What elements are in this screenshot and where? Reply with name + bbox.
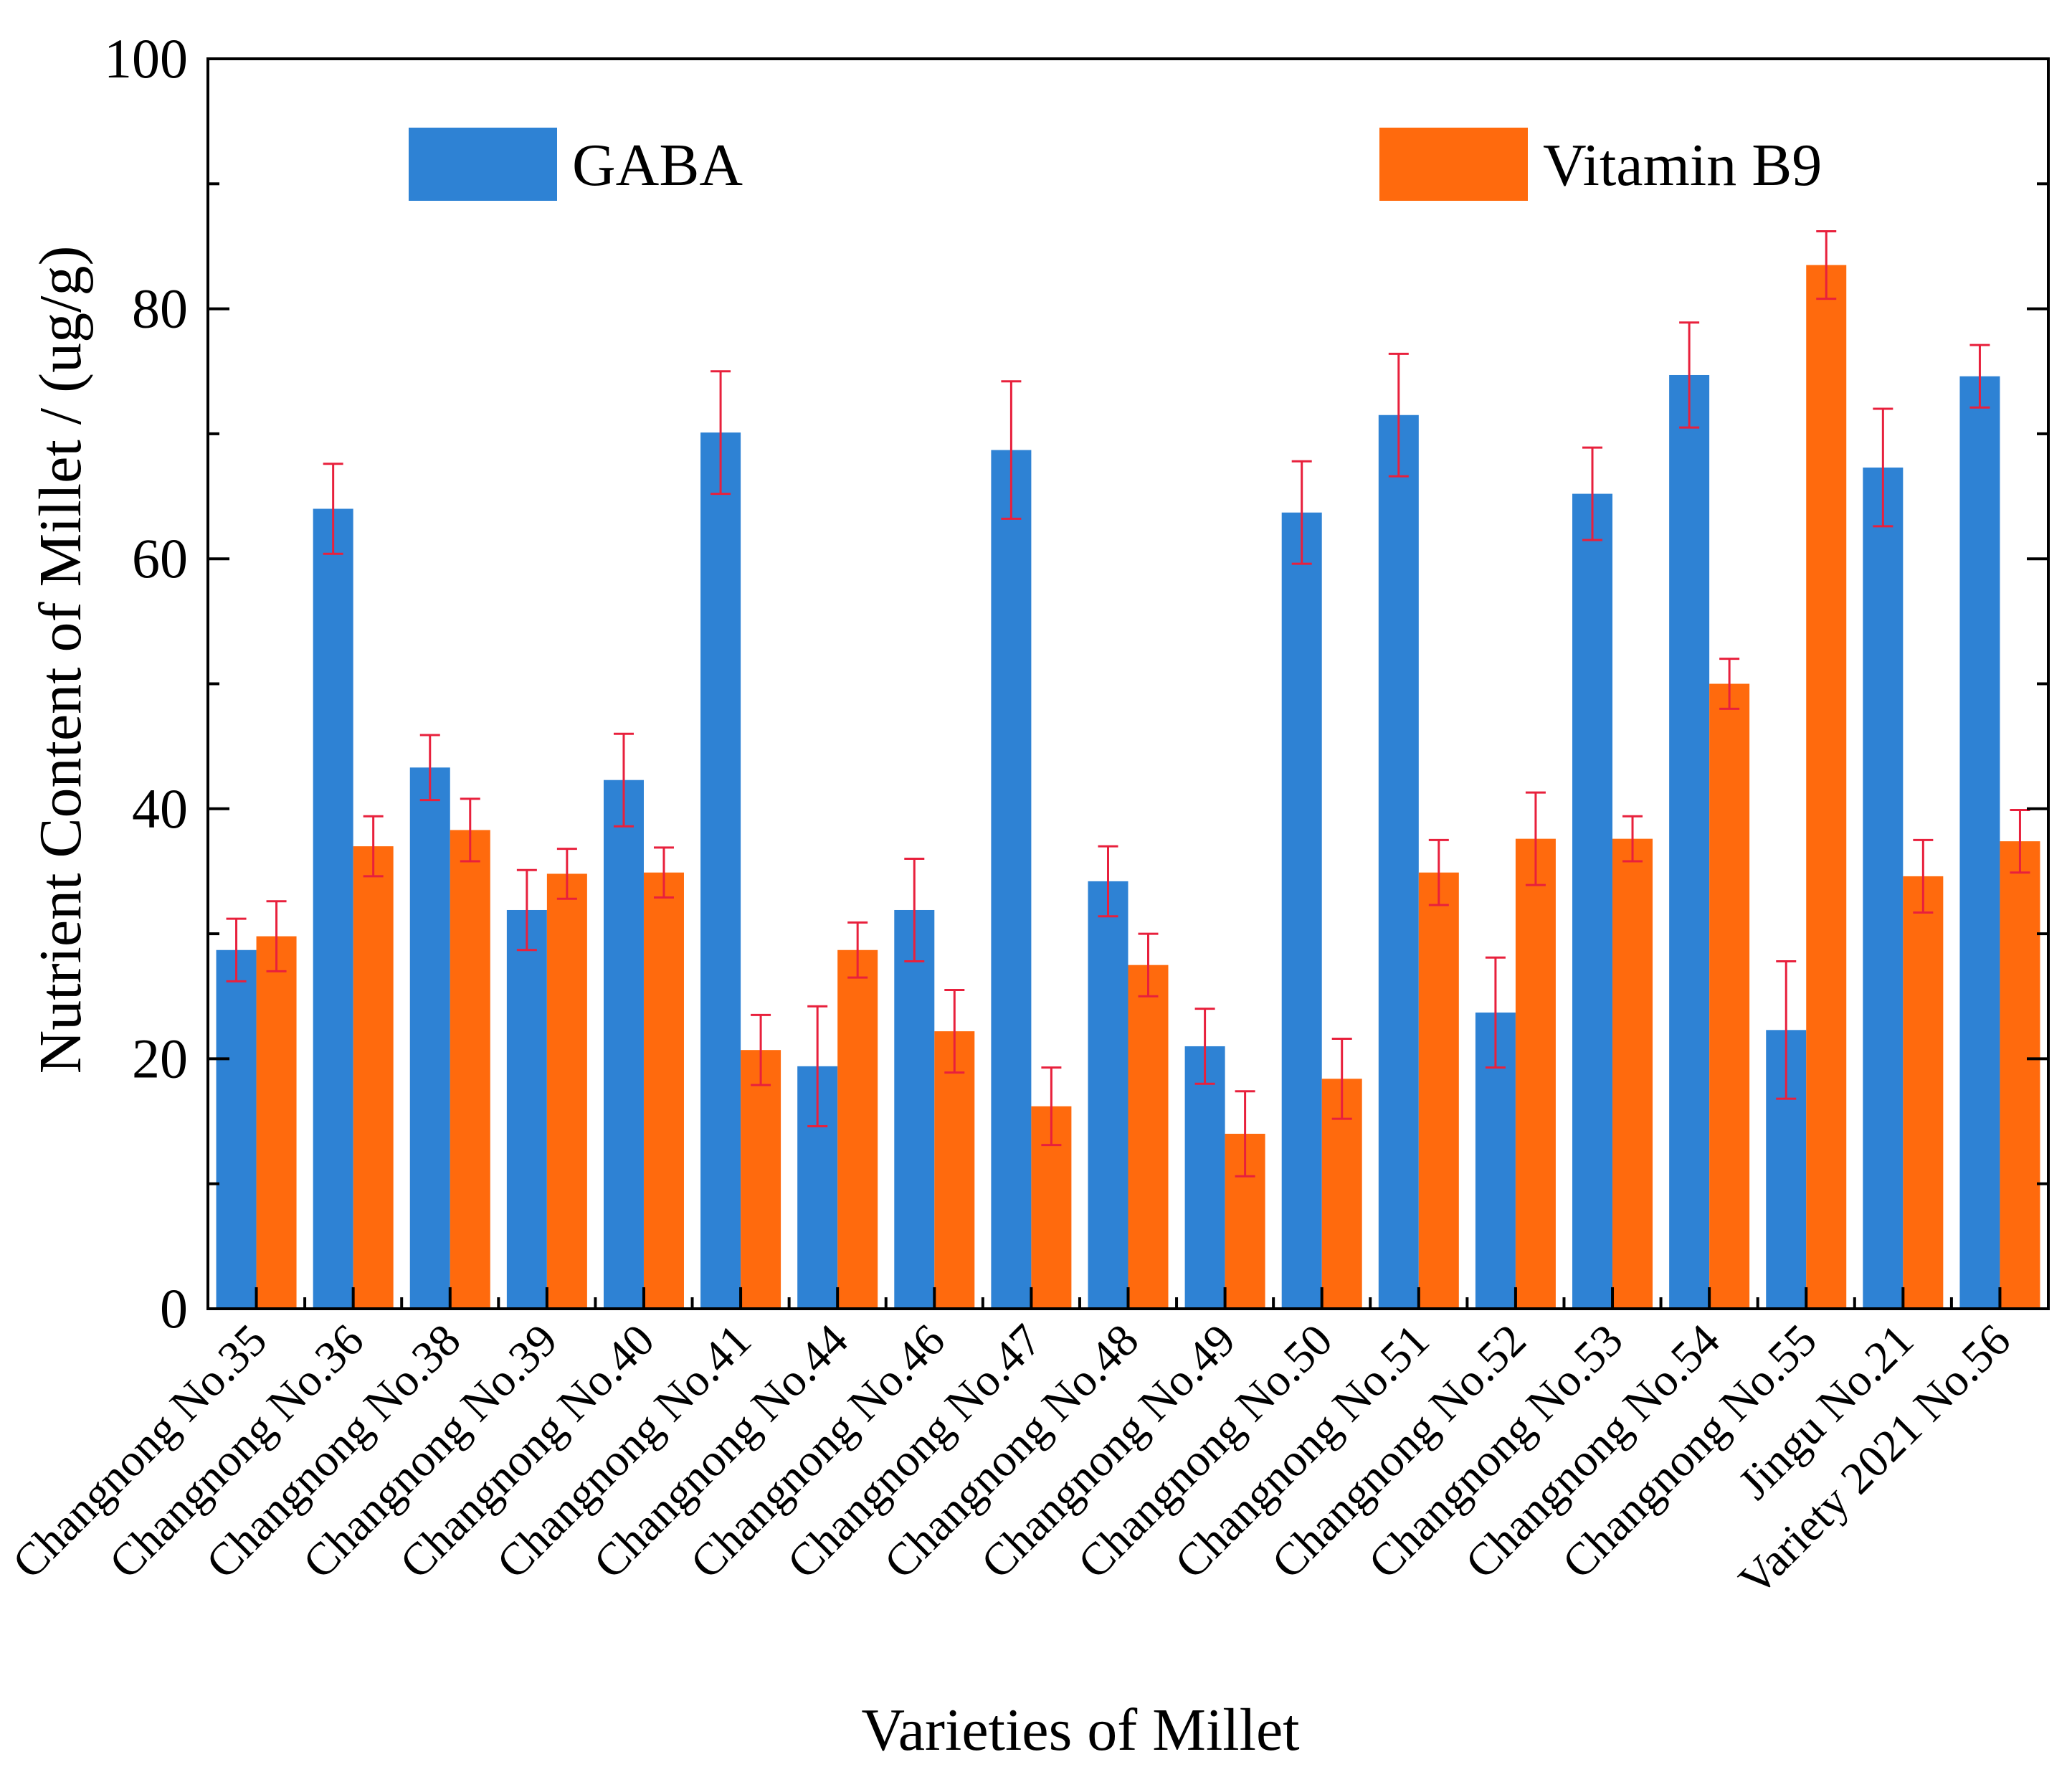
error-bar-vitamin-b9-8: [944, 989, 965, 1074]
error-bar-vitamin-b9-15: [1622, 815, 1643, 863]
bar-gaba-13: [1378, 414, 1419, 1309]
error-bar-vitamin-b9-3: [460, 797, 480, 863]
bar-vitamin-b9-5: [643, 872, 684, 1309]
error-bar-vitamin-b9-12: [1331, 1038, 1352, 1120]
y-tick-label: 60: [132, 527, 188, 589]
error-bar-vitamin-b9-4: [556, 848, 577, 900]
error-bar-gaba-13: [1388, 352, 1409, 478]
bar-gaba-6: [700, 432, 741, 1309]
error-bar-gaba-15: [1582, 446, 1603, 541]
bar-gaba-18: [1863, 467, 1904, 1309]
error-bar-gaba-14: [1485, 956, 1506, 1069]
bar-gaba-11: [1184, 1046, 1225, 1309]
bar-vitamin-b9-19: [2000, 841, 2040, 1309]
bar-vitamin-b9-4: [546, 873, 587, 1309]
bar-vitamin-b9-1: [256, 936, 297, 1309]
y-tick-label: 40: [132, 777, 188, 840]
bar-gaba-8: [894, 909, 935, 1309]
y-tick-label: 0: [160, 1277, 188, 1340]
y-tick-label: 20: [132, 1027, 188, 1089]
bar-gaba-3: [409, 767, 450, 1309]
bar-vitamin-b9-10: [1128, 965, 1169, 1309]
bar-vitamin-b9-6: [741, 1050, 781, 1309]
error-bar-gaba-3: [419, 734, 440, 802]
error-bar-gaba-2: [323, 463, 343, 555]
error-bar-gaba-12: [1291, 460, 1312, 565]
error-bar-gaba-10: [1098, 845, 1118, 918]
error-bar-vitamin-b9-9: [1041, 1066, 1062, 1147]
error-bar-vitamin-b9-7: [847, 921, 868, 979]
bar-gaba-4: [506, 909, 547, 1309]
legend-label-vitamin-b9: Vitamin B9: [1543, 132, 1822, 199]
error-bar-gaba-19: [1969, 344, 1990, 409]
error-bar-vitamin-b9-17: [1816, 230, 1837, 300]
error-bar-vitamin-b9-2: [363, 815, 384, 878]
error-bar-gaba-1: [226, 917, 247, 982]
error-bars-layer: [226, 230, 2030, 1178]
bar-gaba-5: [603, 780, 644, 1309]
error-bar-gaba-16: [1679, 321, 1700, 429]
bar-vitamin-b9-14: [1515, 838, 1556, 1309]
bar-vitamin-b9-15: [1612, 838, 1653, 1309]
error-bar-vitamin-b9-18: [1913, 838, 1934, 914]
bar-gaba-19: [1959, 376, 2000, 1309]
legend-swatch-vitamin-b9: [1379, 128, 1528, 201]
error-bar-gaba-5: [613, 732, 634, 828]
error-bar-gaba-4: [516, 868, 537, 952]
error-bar-gaba-9: [1001, 380, 1022, 520]
y-tick-label: 80: [132, 278, 188, 340]
error-bar-gaba-17: [1776, 960, 1797, 1100]
bar-gaba-12: [1281, 512, 1322, 1309]
error-bar-vitamin-b9-1: [266, 900, 287, 972]
bar-gaba-1: [216, 949, 257, 1309]
bar-vitamin-b9-7: [837, 949, 878, 1309]
bar-gaba-9: [991, 450, 1032, 1309]
bar-gaba-2: [313, 508, 353, 1309]
error-bar-vitamin-b9-13: [1428, 838, 1449, 906]
bar-vitamin-b9-2: [353, 846, 394, 1309]
x-axis-label: Varieties of Millet: [861, 1697, 1299, 1763]
error-bar-vitamin-b9-10: [1138, 932, 1159, 998]
bar-gaba-15: [1572, 493, 1613, 1309]
error-bar-vitamin-b9-6: [751, 1013, 771, 1086]
bars-layer: [216, 265, 2040, 1309]
bar-gaba-16: [1669, 374, 1710, 1309]
error-bar-gaba-6: [711, 370, 731, 496]
bar-vitamin-b9-18: [1903, 876, 1944, 1309]
legend-label-gaba: GABA: [572, 132, 743, 199]
bar-vitamin-b9-17: [1806, 265, 1847, 1309]
error-bar-vitamin-b9-14: [1525, 791, 1546, 886]
bar-vitamin-b9-3: [450, 830, 490, 1309]
bar-vitamin-b9-13: [1418, 872, 1459, 1309]
error-bar-gaba-7: [807, 1005, 828, 1128]
y-axis: 0 20 40 60 80 100: [104, 27, 2048, 1340]
error-bar-gaba-11: [1194, 1008, 1215, 1085]
error-bar-vitamin-b9-5: [653, 846, 674, 899]
y-tick-label: 100: [104, 27, 188, 90]
error-bar-gaba-18: [1873, 407, 1893, 528]
error-bar-vitamin-b9-19: [2010, 809, 2030, 874]
legend: GABA Vitamin B9: [409, 128, 1822, 201]
bar-vitamin-b9-16: [1709, 683, 1750, 1309]
legend-swatch-gaba: [409, 128, 557, 201]
error-bar-gaba-8: [904, 858, 925, 962]
y-axis-label: Nutrient Content of Millet / (ug/g): [27, 246, 94, 1074]
error-bar-vitamin-b9-16: [1719, 658, 1740, 710]
bar-gaba-10: [1088, 881, 1128, 1309]
bar-vitamin-b9-8: [934, 1031, 975, 1309]
error-bar-vitamin-b9-11: [1235, 1090, 1255, 1178]
